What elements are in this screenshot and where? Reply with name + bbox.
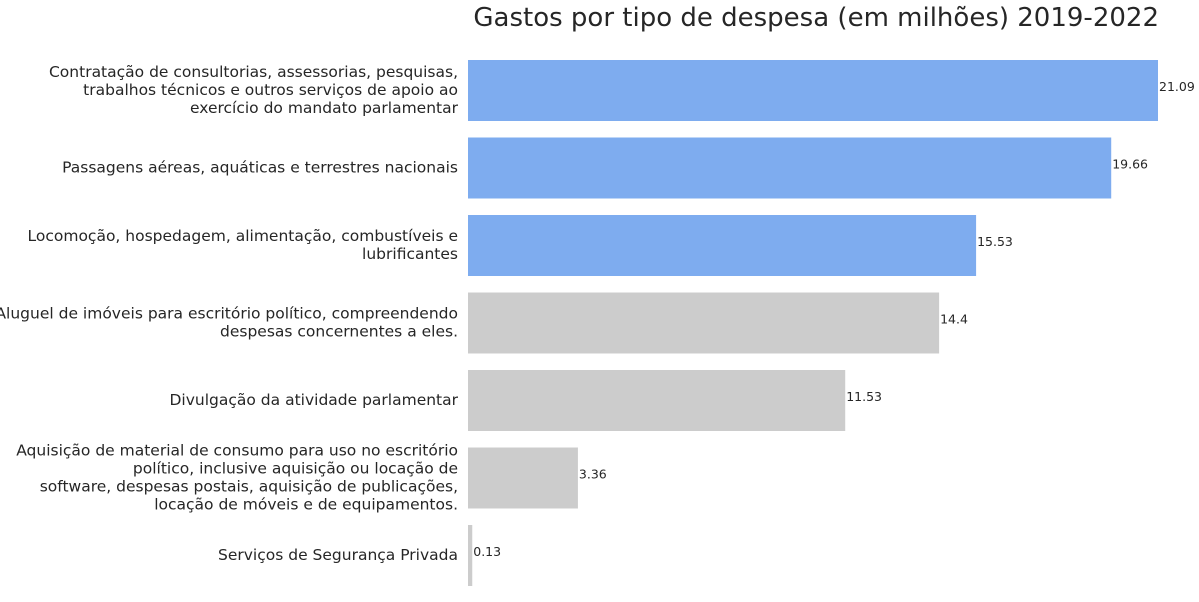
category-label-3-line-0: Aluguel de imóveis para escritório polít… [0, 305, 458, 323]
value-label-2: 15.53 [977, 234, 1013, 249]
category-label-1-line-0: Passagens aéreas, aquáticas e terrestres… [62, 159, 458, 177]
category-label-0-line-1: trabalhos técnicos e outros serviços de … [83, 81, 458, 99]
category-label-0-line-2: exercício do mandato parlamentar [190, 99, 459, 117]
bar-3 [468, 292, 940, 354]
value-label-4: 11.53 [846, 389, 882, 404]
category-label-5-line-2: software, despesas postais, aquisição de… [40, 478, 458, 496]
category-label-5-line-3: locação de móveis e de equipamentos. [154, 496, 458, 514]
value-label-3: 14.4 [940, 312, 968, 327]
bar-5 [468, 447, 578, 509]
bar-2 [468, 215, 977, 276]
category-label-5-line-0: Aquisição de material de consumo para us… [16, 442, 458, 460]
category-label-4-line-0: Divulgação da atividade parlamentar [170, 391, 459, 409]
bar-4 [468, 370, 846, 431]
category-label-5-line-1: político, inclusive aquisição ou locação… [133, 460, 458, 478]
bar-1 [468, 137, 1112, 199]
category-label-6-line-0: Serviços de Segurança Privada [218, 546, 458, 564]
category-label-3-line-1: despesas concernentes a eles. [220, 323, 458, 341]
category-label-0-line-0: Contratação de consultorias, assessorias… [49, 63, 458, 81]
value-label-1: 19.66 [1112, 157, 1148, 172]
bar-0 [468, 60, 1158, 121]
value-label-0: 21.09 [1159, 79, 1195, 94]
bar-6 [468, 525, 473, 586]
value-label-6: 0.13 [473, 544, 501, 559]
value-labels-group: 21.09 19.66 15.53 14.4 11.53 3.36 0.13 [473, 79, 1195, 559]
value-label-5: 3.36 [579, 467, 607, 482]
category-labels-group: Contratação de consultorias, assessorias… [0, 63, 459, 564]
category-label-2-line-1: lubrificantes [362, 245, 458, 263]
category-label-2-line-0: Locomoção, hospedagem, alimentação, comb… [28, 227, 459, 245]
bars-group [468, 60, 1158, 586]
chart-title: Gastos por tipo de despesa (em milhões) … [473, 3, 1159, 33]
